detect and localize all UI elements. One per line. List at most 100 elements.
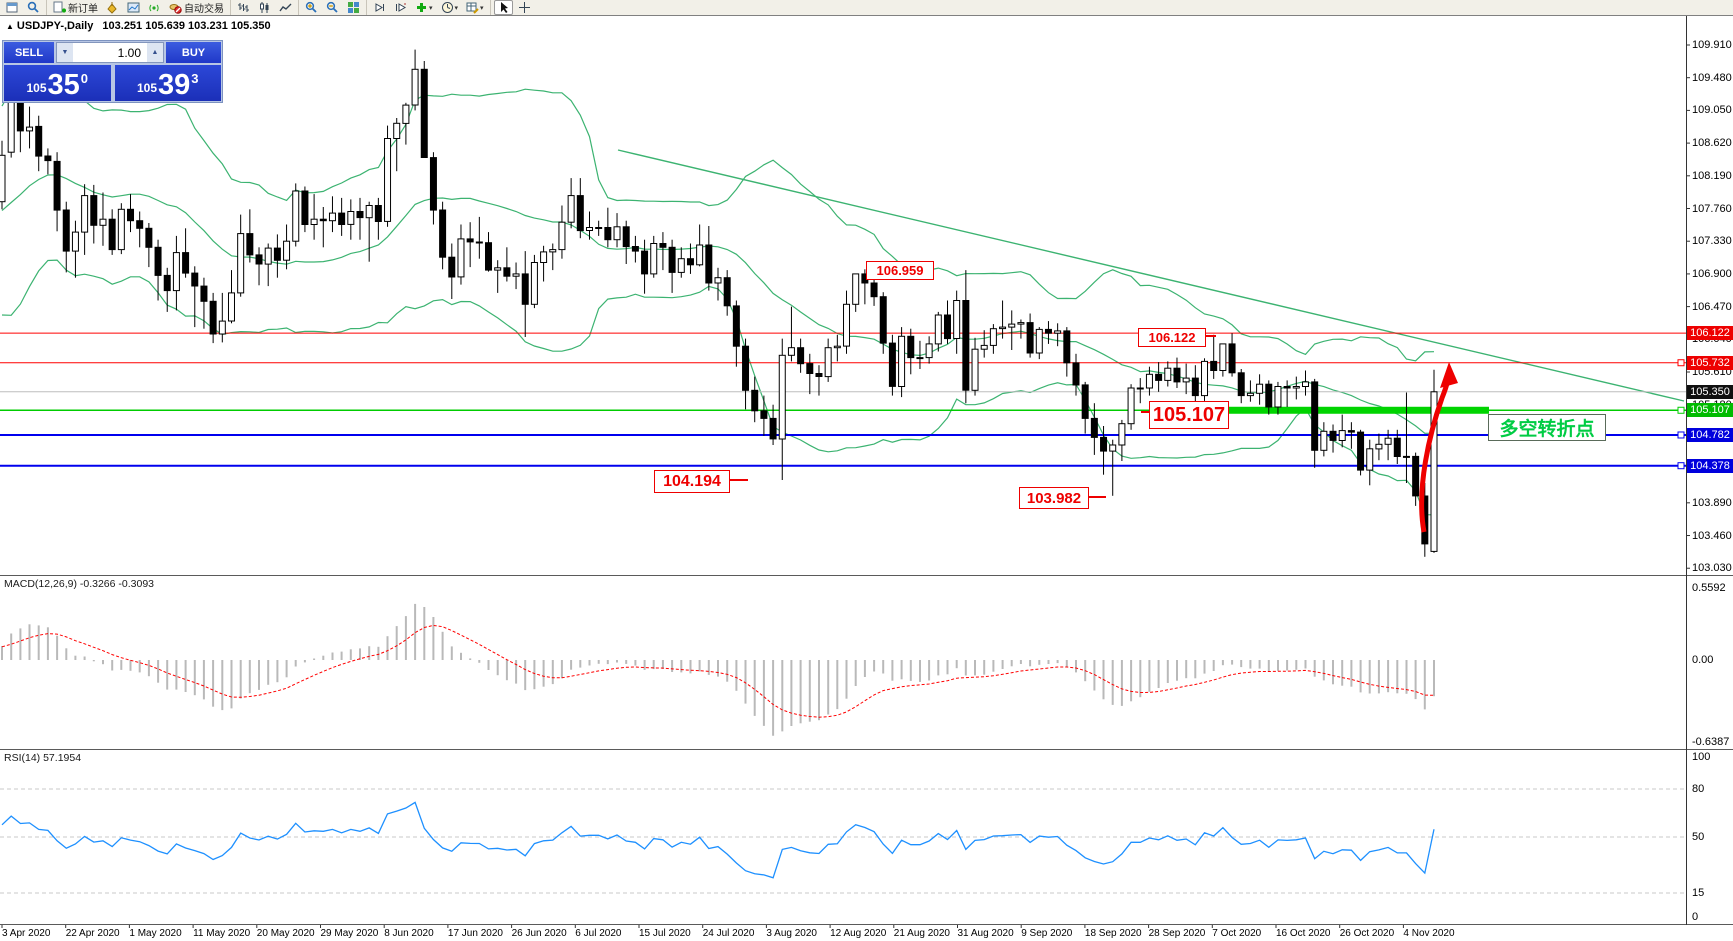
date-axis-label: 4 Nov 2020 bbox=[1403, 928, 1455, 939]
candle-body bbox=[1044, 328, 1052, 334]
candle-body bbox=[1017, 322, 1025, 325]
candle-body bbox=[659, 243, 667, 248]
price-annotation[interactable]: 106.959 bbox=[866, 261, 934, 280]
candle-body bbox=[1283, 386, 1291, 389]
date-axis-label: 1 May 2020 bbox=[129, 928, 182, 939]
date-axis-label: 11 May 2020 bbox=[193, 928, 251, 939]
chart-shift-button[interactable] bbox=[391, 0, 410, 15]
date-axis-label: 3 Apr 2020 bbox=[2, 928, 51, 939]
candles-icon bbox=[260, 2, 269, 13]
paint-bucket-icon bbox=[107, 2, 117, 14]
candle-body bbox=[943, 314, 951, 340]
candle-body bbox=[558, 221, 566, 251]
volume-decrease-button[interactable]: ▼ bbox=[57, 43, 73, 62]
autotrading-button[interactable]: 自动交易 bbox=[166, 0, 227, 15]
sell-price-figure: 105 bbox=[26, 81, 47, 95]
crosshair-icon bbox=[518, 2, 530, 13]
candle-body bbox=[411, 68, 419, 106]
line-handle bbox=[1677, 406, 1685, 414]
candle-body bbox=[81, 195, 89, 233]
profiles-button[interactable] bbox=[24, 0, 43, 15]
sell-price-point: 0 bbox=[80, 71, 89, 86]
candlestick-mode-button[interactable] bbox=[255, 0, 274, 15]
volume-increase-button[interactable]: ▲ bbox=[147, 43, 163, 62]
profile-search-icon bbox=[27, 1, 39, 13]
ohlc-values: 103.251 105.639 103.231 105.350 bbox=[102, 20, 271, 32]
candle-body bbox=[530, 262, 538, 305]
candle-body bbox=[962, 300, 970, 391]
candle-body bbox=[898, 335, 906, 387]
macd-pane bbox=[1, 603, 1435, 736]
price-annotation[interactable]: 104.194 bbox=[654, 470, 730, 493]
candle-body bbox=[595, 227, 603, 229]
candle-body bbox=[797, 347, 805, 365]
zoom-in-button[interactable] bbox=[302, 0, 321, 15]
main-pane bbox=[0, 49, 1686, 557]
candle-body bbox=[1127, 387, 1135, 425]
candle-body bbox=[1191, 377, 1199, 397]
candle-body bbox=[136, 220, 144, 229]
candle-body bbox=[907, 335, 915, 359]
rsi-pane bbox=[0, 788, 1686, 894]
buy-price-panel[interactable]: 105 39 3 bbox=[114, 65, 221, 101]
price-badge-104.378: 104.378 bbox=[1687, 458, 1733, 473]
price-axis-label: 106.900 bbox=[1692, 267, 1732, 280]
bar-chart-mode-button[interactable] bbox=[234, 0, 253, 15]
step-icon bbox=[396, 3, 406, 12]
auto-scroll-button[interactable] bbox=[370, 0, 389, 15]
candle-body bbox=[1357, 431, 1365, 471]
candle-body bbox=[1090, 417, 1098, 438]
new-order-button[interactable]: 新订单 bbox=[50, 0, 101, 15]
candle-body bbox=[1054, 330, 1062, 334]
zoom-out-button[interactable] bbox=[323, 0, 342, 15]
templates-menu-button[interactable]: ▾ bbox=[463, 0, 487, 15]
candle-body bbox=[1136, 387, 1144, 390]
candle-body bbox=[613, 226, 621, 241]
price-annotation[interactable]: 105.107 bbox=[1149, 401, 1229, 429]
date-axis-label: 8 Jun 2020 bbox=[384, 928, 434, 939]
candle-body bbox=[264, 247, 272, 265]
price-annotation[interactable]: 106.122 bbox=[1138, 328, 1206, 347]
descending-trendline[interactable] bbox=[617, 149, 1685, 402]
toolbar-group bbox=[298, 0, 366, 15]
rsi-axis-label: 0 bbox=[1692, 911, 1699, 923]
candle-body bbox=[182, 252, 190, 274]
candle-body bbox=[833, 345, 841, 349]
candle-body bbox=[668, 246, 676, 273]
candle-body bbox=[154, 246, 162, 276]
new-chart-button[interactable] bbox=[124, 0, 143, 15]
candle-body bbox=[503, 267, 511, 277]
chart-colors-button[interactable] bbox=[103, 0, 122, 15]
sell-button[interactable]: SELL bbox=[4, 42, 54, 63]
indicators-menu-button[interactable]: ▾ bbox=[412, 0, 436, 15]
candle-body bbox=[769, 417, 777, 440]
candle-body bbox=[26, 126, 34, 132]
volume-value[interactable]: 1.00 bbox=[117, 45, 141, 60]
periods-menu-button[interactable]: ▾ bbox=[438, 0, 462, 15]
line-chart-mode-button[interactable] bbox=[276, 0, 295, 15]
rsi-axis-label: 100 bbox=[1692, 751, 1711, 763]
new-order-icon bbox=[53, 1, 66, 13]
macd-signal-line bbox=[1, 624, 1435, 718]
tile-windows-button[interactable] bbox=[344, 0, 363, 15]
candle-body bbox=[1256, 383, 1264, 394]
candle-body bbox=[1320, 430, 1328, 451]
zoom-in-icon bbox=[305, 1, 317, 13]
signals-button[interactable] bbox=[145, 0, 164, 15]
candle-body bbox=[1155, 373, 1163, 381]
sell-price-panel[interactable]: 105 35 0 bbox=[4, 65, 111, 101]
crosshair-tool-button[interactable] bbox=[515, 0, 534, 15]
buy-button[interactable]: BUY bbox=[166, 42, 221, 63]
symbol-period: USDJPY-,Daily bbox=[16, 20, 94, 32]
date-axis-label: 12 Aug 2020 bbox=[830, 928, 887, 939]
autotrade-icon bbox=[169, 4, 182, 14]
bullish-arrow-head bbox=[1440, 362, 1458, 388]
price-annotation[interactable]: 多空转折点 bbox=[1488, 414, 1606, 441]
price-annotation[interactable]: 103.982 bbox=[1019, 487, 1089, 509]
support-zone-bar[interactable] bbox=[1168, 406, 1489, 414]
cursor-tool-button[interactable] bbox=[493, 0, 513, 15]
linechart-icon bbox=[279, 3, 292, 12]
new-window-button[interactable] bbox=[3, 0, 22, 15]
candle-body bbox=[888, 342, 896, 387]
